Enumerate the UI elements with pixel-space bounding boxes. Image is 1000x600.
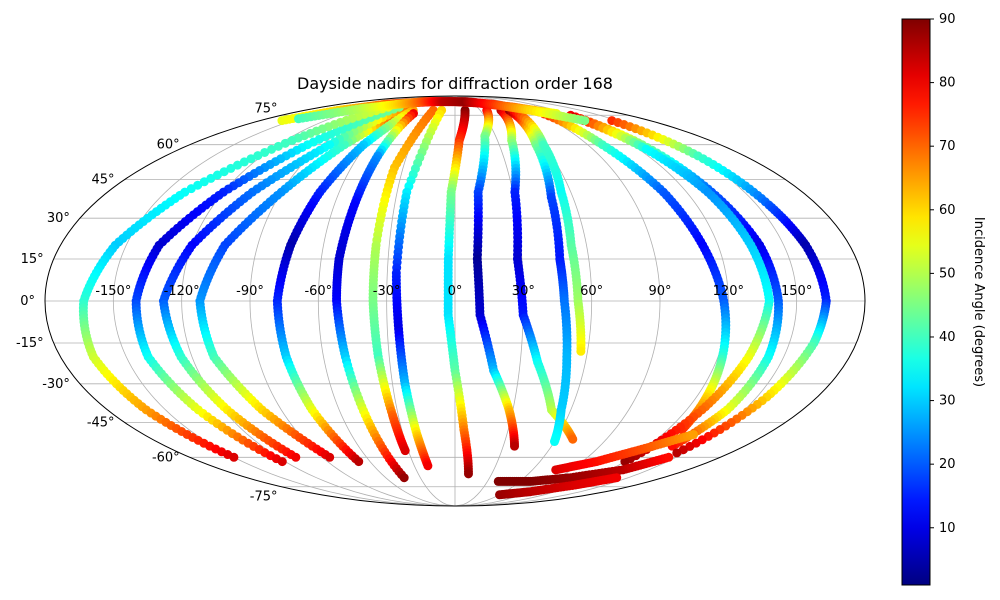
data-point (325, 452, 335, 462)
data-point (253, 151, 263, 161)
data-point (664, 452, 674, 462)
latitude-tick-label: 45° (92, 173, 115, 188)
data-point (510, 441, 520, 451)
longitude-tick-label: 30° (512, 284, 535, 299)
data-point (689, 429, 699, 439)
data-point (354, 457, 364, 467)
data-point (273, 141, 283, 151)
data-point (612, 473, 622, 483)
meridian-line (454, 96, 661, 506)
data-point (260, 147, 270, 157)
data-point (219, 167, 229, 177)
data-point (287, 135, 297, 145)
colorbar-label: Incidence Angle (degrees) (971, 217, 986, 387)
latitude-tick-label: 0° (20, 294, 35, 309)
latitude-tick-labels: -75° -60° -45° -30° -15° 0° 15° 30° 45° 60° 75° (16, 101, 278, 504)
data-point (423, 461, 433, 471)
longitude-tick-label: -90° (236, 284, 264, 299)
data-point (549, 437, 559, 447)
latitude-tick-label: -75° (250, 490, 278, 505)
latitude-tick-label: -30° (42, 377, 70, 392)
longitude-tick-label: -30° (373, 284, 401, 299)
data-point (291, 452, 301, 462)
data-points (78, 97, 831, 500)
longitude-tick-label: -150° (95, 284, 131, 299)
data-point (246, 154, 256, 164)
colorbar (901, 18, 931, 586)
latitude-tick-label: -60° (152, 450, 180, 465)
colorbar-tick-label: 40 (939, 330, 956, 345)
data-point (399, 473, 409, 483)
longitude-tick-label: 150° (781, 284, 812, 299)
longitude-tick-label: -60° (304, 284, 332, 299)
data-point (277, 457, 287, 467)
colorbar-tick-label: 70 (939, 139, 956, 154)
data-point (576, 346, 586, 356)
data-point (580, 116, 590, 126)
data-point (672, 448, 682, 458)
colorbar-tick-label: 90 (939, 12, 956, 27)
data-point (620, 457, 630, 467)
colorbar-tick-label: 60 (939, 203, 956, 218)
longitude-tick-label: 120° (713, 284, 744, 299)
data-point (568, 434, 578, 444)
data-point (229, 452, 239, 462)
latitude-tick-label: -15° (16, 336, 44, 351)
data-point (226, 163, 236, 173)
data-point (280, 138, 290, 148)
colorbar-tick-label: 20 (939, 457, 956, 472)
data-point (400, 446, 410, 456)
latitude-tick-label: 15° (21, 252, 44, 267)
data-point (463, 469, 473, 479)
colorbar-tick-label: 50 (939, 266, 956, 281)
colorbar-tick-label: 30 (939, 394, 956, 409)
colorbar-tick-label: 10 (939, 521, 956, 536)
longitude-tick-labels: -150° -120° -90° -60° -30° 0° 30° 60° 90° 120° 150… (95, 284, 812, 299)
latitude-tick-label: 30° (47, 211, 70, 226)
colorbar-tick-label: 80 (939, 76, 956, 91)
latitude-tick-label: 75° (254, 101, 277, 116)
data-point (239, 157, 249, 167)
map-boundary (44, 95, 866, 507)
longitude-tick-label: 90° (648, 284, 671, 299)
longitude-tick-label: 0° (448, 284, 463, 299)
longitude-tick-label: -120° (164, 284, 200, 299)
data-point (233, 160, 243, 170)
data-point (212, 170, 222, 180)
colorbar-ticks: 10 20 30 40 50 60 70 80 90 (930, 12, 956, 536)
data-point (267, 144, 277, 154)
chart-title: Dayside nadirs for diffraction order 168 (297, 74, 613, 93)
latitude-tick-label: -45° (87, 415, 115, 430)
latitude-tick-label: 60° (157, 138, 180, 153)
longitude-tick-label: 60° (580, 284, 603, 299)
